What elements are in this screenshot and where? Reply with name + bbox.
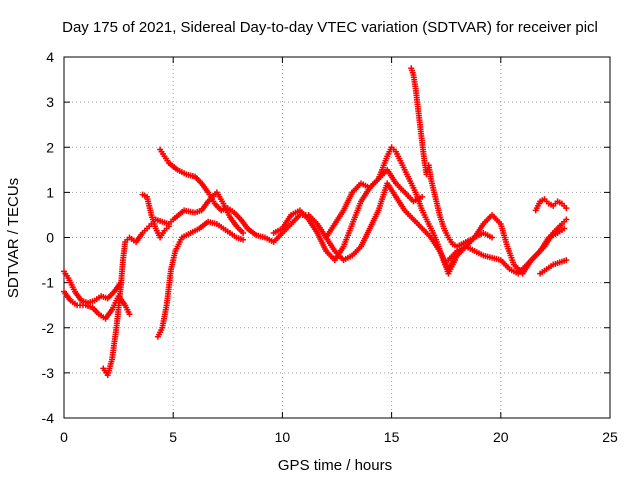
y-tick-label: 2 xyxy=(46,139,54,155)
series-track-11 xyxy=(454,211,568,277)
data-point xyxy=(451,257,458,264)
grid xyxy=(64,57,610,418)
y-tick-label: -1 xyxy=(42,275,55,291)
data-point xyxy=(165,223,172,230)
x-tick-label: 15 xyxy=(384,429,400,445)
y-tick-label: 1 xyxy=(46,184,54,200)
y-tick-label: -2 xyxy=(42,320,55,336)
y-tick-label: 0 xyxy=(46,230,54,246)
data-points xyxy=(61,65,570,379)
data-point xyxy=(563,257,570,264)
series-track-9 xyxy=(408,65,496,250)
series-track-5 xyxy=(139,191,172,241)
x-tick-label: 5 xyxy=(169,429,177,445)
ticks xyxy=(63,56,611,419)
series-track-7 xyxy=(270,166,426,264)
data-point xyxy=(240,229,247,236)
series-track-13 xyxy=(537,257,570,277)
series-track-8 xyxy=(323,144,458,277)
data-point xyxy=(126,311,133,318)
y-tick-label: 4 xyxy=(46,49,54,65)
data-point xyxy=(240,236,247,243)
data-point xyxy=(489,234,496,241)
series-track-12 xyxy=(532,196,570,214)
tick-labels: 0 5 10 15 20 25 -4 -3 -2 -1 0 1 2 3 4 xyxy=(42,49,618,445)
data-point xyxy=(561,225,568,232)
y-tick-label: 3 xyxy=(46,94,54,110)
data-point xyxy=(563,216,570,223)
chart-title: Day 175 of 2021, Sidereal Day-to-day VTE… xyxy=(62,19,598,36)
data-point xyxy=(563,205,570,212)
y-tick-label: -3 xyxy=(42,365,55,381)
x-axis-title: GPS time / hours xyxy=(278,457,392,474)
y-tick-label: -4 xyxy=(42,410,55,426)
x-tick-label: 10 xyxy=(275,429,291,445)
x-tick-label: 0 xyxy=(60,429,68,445)
x-tick-label: 25 xyxy=(602,429,618,445)
series-track-2 xyxy=(61,268,124,306)
series-track-4 xyxy=(154,218,247,340)
y-axis-title: SDTVAR / TECUs xyxy=(5,178,22,298)
x-tick-label: 20 xyxy=(493,429,509,445)
